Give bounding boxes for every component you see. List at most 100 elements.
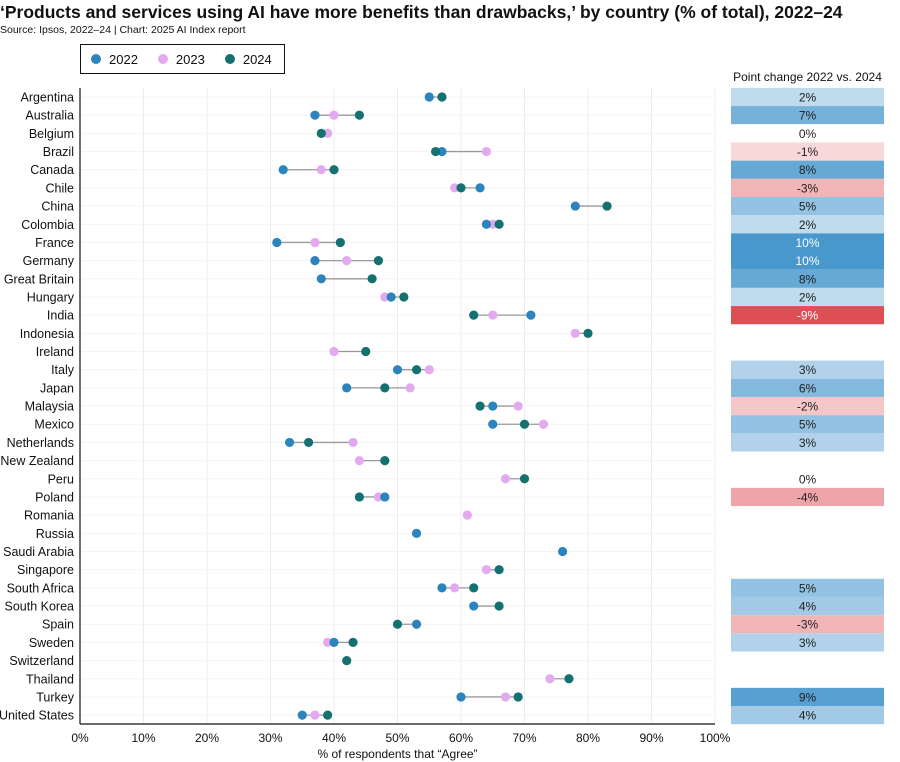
dot-2023 — [450, 183, 460, 193]
country-label: Australia — [25, 109, 74, 123]
chart-subtitle: Source: Ipsos, 2022–24 | Chart: 2025 AI … — [0, 24, 246, 36]
dot-2024 — [329, 165, 339, 175]
dot-2024 — [456, 183, 466, 193]
country-label: Switzerland — [9, 654, 74, 668]
dot-2024 — [564, 674, 574, 684]
country-label: South Korea — [5, 600, 75, 614]
country-label: Indonesia — [20, 327, 74, 341]
dot-2024 — [411, 365, 422, 375]
x-tick-label: 70% — [512, 731, 536, 745]
dot-2024 — [469, 583, 479, 593]
change-cell — [731, 215, 884, 234]
dot-2022 — [272, 237, 282, 248]
change-value: 3% — [799, 436, 817, 450]
country-label: United States — [0, 709, 74, 723]
change-cell — [731, 287, 884, 307]
change-value: 0% — [799, 127, 817, 141]
dot-2024 — [513, 692, 523, 702]
dot-2022 — [481, 219, 491, 229]
dot-2024 — [583, 328, 593, 338]
x-axis-label: % of respondents that “Agree” — [317, 747, 477, 761]
change-cell — [731, 633, 884, 652]
dot-2024 — [494, 219, 504, 229]
country-label: Turkey — [36, 690, 74, 704]
dot-2024 — [373, 256, 384, 266]
dot-2023 — [323, 128, 333, 138]
dot-2022 — [310, 256, 320, 266]
legend-label-2023: 2023 — [175, 51, 205, 67]
change-cell — [731, 433, 884, 452]
dot-2023 — [329, 346, 339, 357]
dot-2022 — [475, 183, 485, 193]
change-cell — [731, 396, 884, 416]
change-value: 5% — [799, 200, 817, 214]
dot-2022 — [310, 110, 320, 120]
dot-2023 — [316, 165, 326, 175]
dot-2024 — [431, 146, 441, 157]
dot-2024 — [342, 655, 352, 666]
change-value: -2% — [797, 400, 819, 414]
legend-label-2024: 2024 — [242, 51, 272, 67]
dot-2023 — [348, 437, 358, 448]
change-value: -4% — [797, 490, 819, 504]
dot-2024 — [475, 401, 485, 411]
x-tick-label: 90% — [639, 731, 663, 745]
dot-2024 — [380, 383, 390, 393]
dot-2024 — [354, 492, 364, 502]
dot-2023 — [342, 256, 352, 266]
country-label: India — [47, 309, 74, 323]
country-label: Saudi Arabia — [3, 545, 74, 559]
change-cell — [731, 87, 884, 107]
dot-2024 — [316, 128, 326, 138]
legend-item-2024: 2024 — [224, 51, 272, 67]
country-label: Hungary — [27, 290, 75, 304]
country-label: Japan — [40, 381, 74, 395]
dot-2024 — [494, 565, 504, 575]
dot-2022 — [386, 292, 396, 302]
change-value: -3% — [797, 618, 819, 632]
dot-2023 — [310, 710, 320, 720]
x-tick-label: 100% — [700, 731, 731, 745]
country-label: Netherlands — [7, 436, 74, 450]
dot-2024 — [602, 201, 612, 211]
change-value: 8% — [799, 272, 817, 286]
change-cell — [731, 106, 884, 125]
change-cell — [731, 415, 884, 434]
country-label: Sweden — [29, 636, 74, 650]
change-value: 5% — [799, 418, 817, 432]
country-label: Canada — [30, 163, 74, 177]
change-cell — [731, 233, 884, 252]
dot-2022 — [570, 201, 580, 211]
change-value: -1% — [797, 145, 819, 159]
x-tick-label: 20% — [195, 731, 219, 745]
dot-2023 — [481, 565, 491, 575]
x-tick-label: 80% — [576, 731, 600, 745]
change-cell — [731, 487, 884, 507]
dot-2023 — [380, 292, 390, 302]
change-cell — [731, 596, 884, 616]
dot-2024 — [392, 619, 403, 629]
dot-2022 — [488, 401, 498, 411]
country-label: China — [41, 200, 74, 214]
change-value: 4% — [799, 709, 817, 723]
change-cell — [731, 306, 884, 325]
country-label: Spain — [42, 618, 74, 632]
legend-label-2022: 2022 — [109, 51, 138, 67]
dot-2024 — [367, 274, 377, 284]
change-cell — [731, 378, 884, 397]
country-label: Romania — [24, 509, 74, 523]
side-table-header: Point change 2022 vs. 2024 — [733, 70, 882, 84]
country-label: Russia — [36, 527, 74, 541]
dot-2022 — [488, 419, 498, 429]
change-cell — [731, 124, 884, 143]
dot-2023 — [462, 510, 472, 520]
country-label: Mexico — [34, 418, 74, 432]
change-cell — [731, 615, 884, 634]
x-tick-label: 10% — [131, 731, 155, 745]
country-label: Peru — [48, 472, 74, 486]
country-label: France — [35, 236, 74, 250]
country-label: Thailand — [26, 672, 74, 686]
change-cell — [731, 160, 884, 179]
change-value: 4% — [799, 600, 817, 614]
